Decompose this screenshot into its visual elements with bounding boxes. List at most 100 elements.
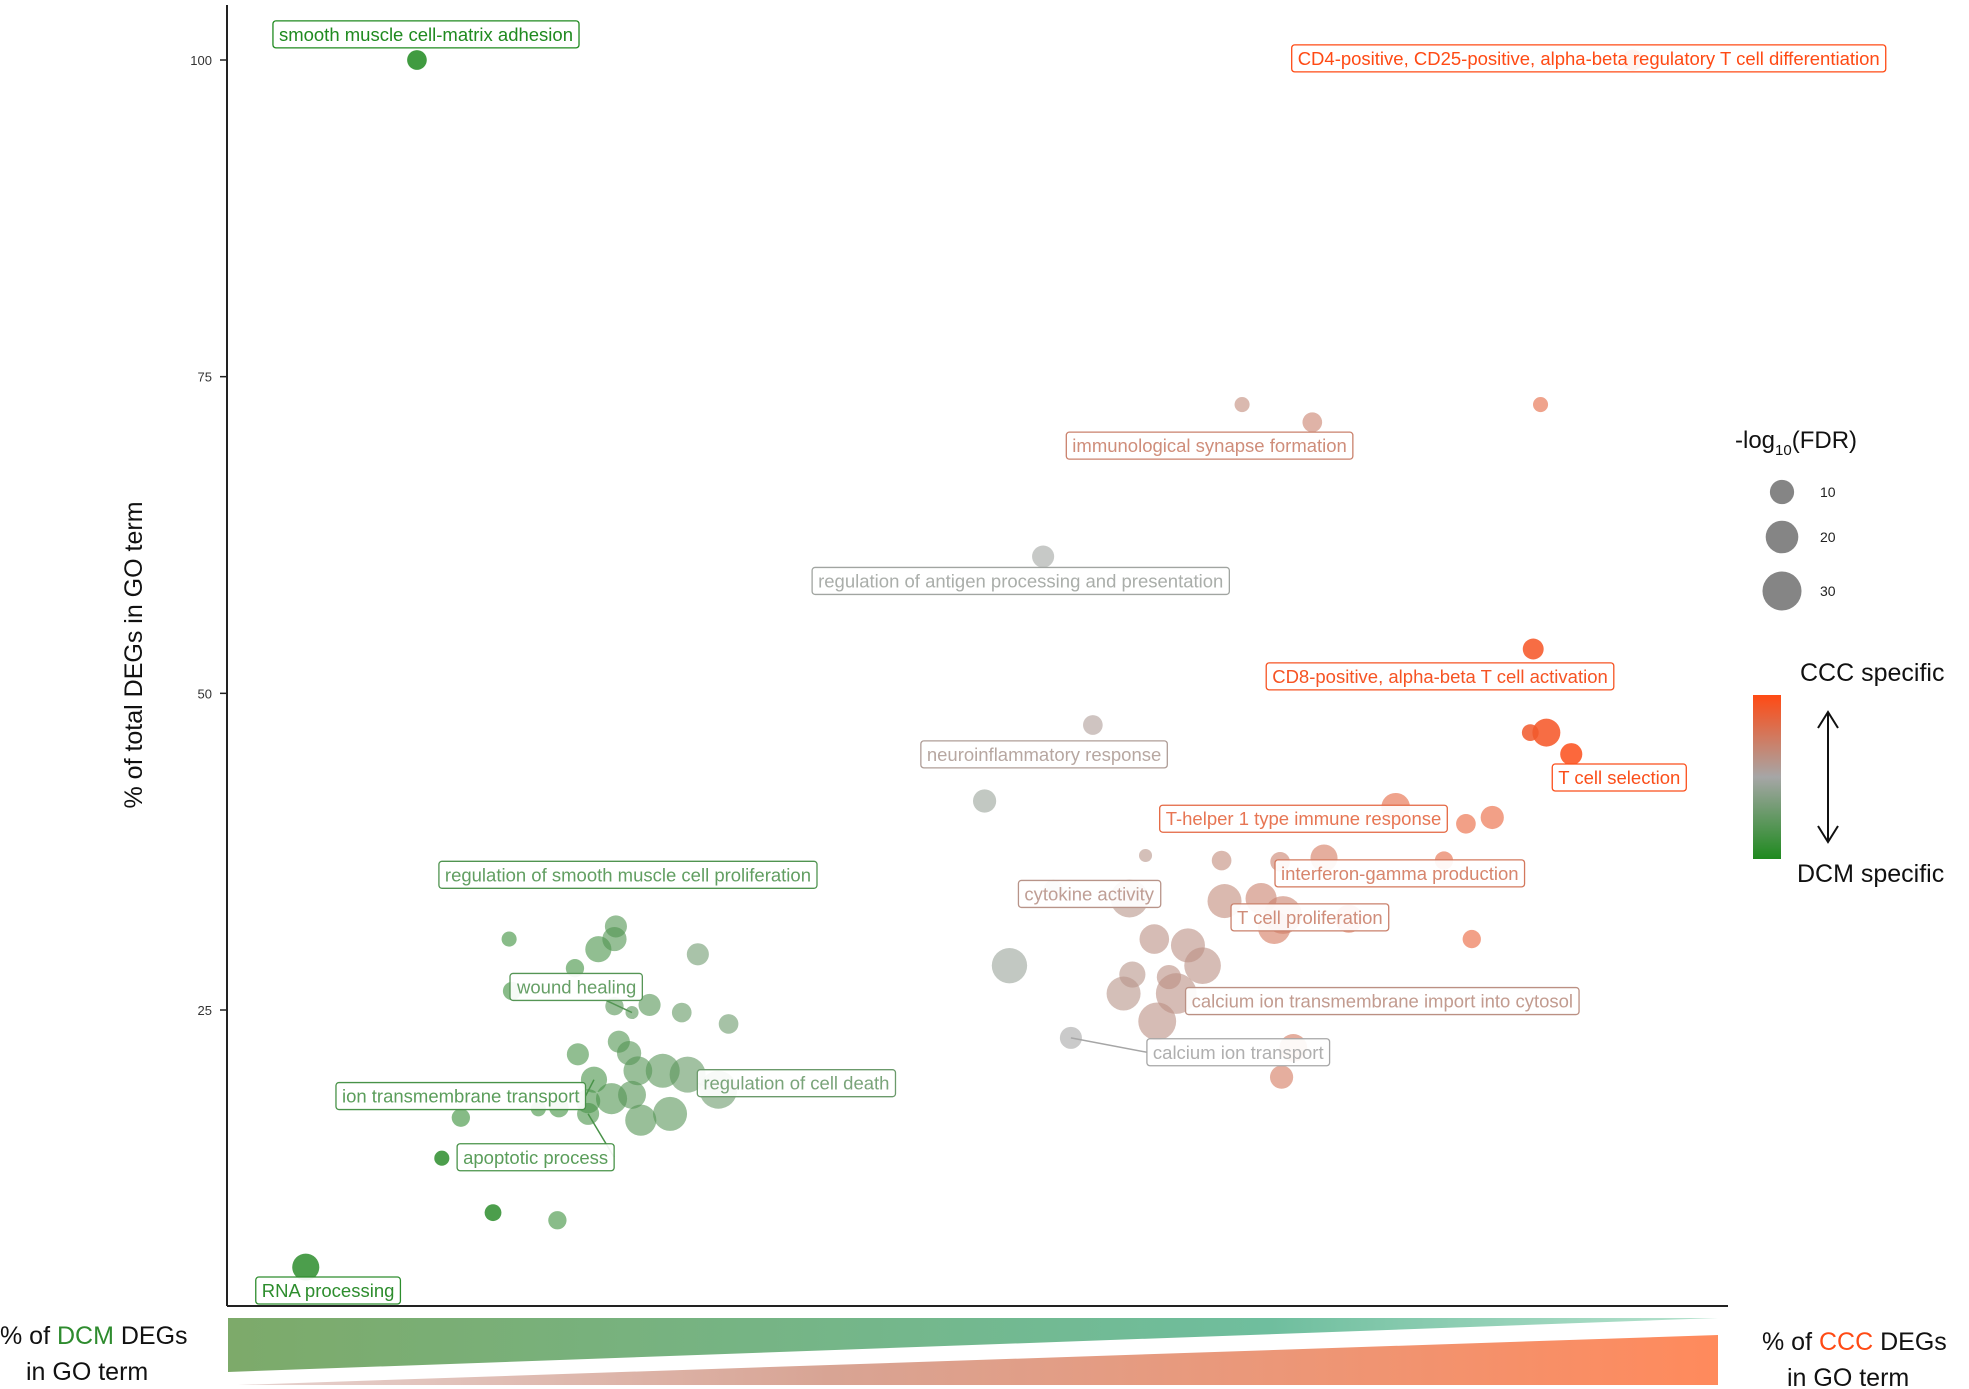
- term-label-text: T cell selection: [1558, 767, 1680, 788]
- data-point: [686, 943, 709, 966]
- data-point: [645, 1053, 680, 1088]
- dcm-axis-label-highlight: DCM: [57, 1322, 114, 1350]
- term-label-box: [1065, 431, 1354, 460]
- data-point: [1138, 848, 1153, 862]
- data-point: [1480, 805, 1504, 830]
- term-label-box: [811, 566, 1230, 596]
- label-leader-line: [605, 999, 633, 1014]
- term-label-text: regulation of antigen processing and pre…: [818, 570, 1223, 591]
- data-point: [1532, 396, 1549, 413]
- data-point: [501, 931, 517, 947]
- y-axis-ticks: 25 50 75 100: [190, 53, 227, 1018]
- data-point: [1059, 1026, 1082, 1049]
- data-point: [407, 50, 427, 70]
- ccc-axis-label-highlight: CCC: [1819, 1328, 1873, 1356]
- data-point: [1138, 1002, 1177, 1041]
- data-point: [1170, 928, 1205, 963]
- term-label: CD4-positive, CD25-positive, alpha-beta …: [1291, 44, 1887, 73]
- term-label: cytokine activity: [1017, 879, 1162, 909]
- color-legend: CCC specific DCM specific: [1753, 659, 1944, 888]
- data-point: [625, 1104, 657, 1136]
- term-label-box: [1551, 763, 1687, 792]
- term-label-box: [272, 20, 580, 49]
- data-point: [1269, 1065, 1294, 1089]
- term-label-text: regulation of smooth muscle cell prolife…: [445, 864, 811, 885]
- size-legend-circle: [1762, 571, 1802, 611]
- term-labels: smooth muscle cell-matrix adhesion CD4-po…: [255, 20, 1887, 1305]
- term-label-text: wound healing: [516, 976, 636, 997]
- data-point: [1083, 715, 1103, 735]
- term-label: calcium ion transmembrane import into cy…: [1184, 986, 1580, 1016]
- term-label-box: [1274, 859, 1526, 888]
- term-label-text: CD4-positive, CD25-positive, alpha-beta …: [1298, 48, 1880, 69]
- data-point: [1521, 724, 1539, 741]
- data-point: [548, 1211, 567, 1230]
- y-tick-label: 25: [198, 1003, 212, 1018]
- data-point: [653, 1096, 688, 1131]
- term-label-text: smooth muscle cell-matrix adhesion: [279, 24, 573, 45]
- term-label-text: RNA processing: [262, 1280, 395, 1301]
- term-label: T-helper 1 type immune response: [1159, 804, 1448, 833]
- color-legend-bar: [1753, 695, 1781, 859]
- data-point: [484, 1204, 502, 1222]
- term-label-box: [255, 1276, 402, 1305]
- term-label-box: [1291, 44, 1887, 73]
- ccc-axis-label-suffix: DEGs: [1873, 1328, 1947, 1356]
- term-label-text: immunological synapse formation: [1072, 435, 1347, 456]
- term-label-text: apoptotic process: [463, 1147, 608, 1168]
- data-point: [1532, 718, 1561, 747]
- data-point: [1139, 924, 1170, 954]
- data-point: [638, 993, 661, 1016]
- term-label-box: [1230, 903, 1390, 932]
- size-legend-circle: [1765, 520, 1799, 554]
- term-label: regulation of antigen processing and pre…: [811, 566, 1230, 596]
- term-label-text: calcium ion transport: [1153, 1042, 1324, 1063]
- label-leader-line: [584, 1079, 595, 1097]
- data-point: [1211, 850, 1232, 871]
- y-tick-label: 100: [190, 53, 212, 68]
- size-legend-title-main: -log: [1735, 427, 1775, 454]
- term-label: calcium ion transport: [1146, 1038, 1331, 1067]
- term-label-text: regulation of cell death: [703, 1073, 889, 1094]
- term-label-box: [1146, 1038, 1331, 1067]
- data-point: [1234, 396, 1250, 413]
- term-label-text: T cell proliferation: [1237, 907, 1383, 928]
- label-leader-line: [1070, 1037, 1148, 1053]
- size-legend-title: -log10(FDR): [1735, 427, 1857, 459]
- data-point: [972, 789, 997, 813]
- term-label: immunological synapse formation: [1065, 431, 1354, 460]
- y-axis-title: % of total DEGs in GO term: [120, 501, 148, 808]
- term-label-box: [509, 972, 643, 1002]
- term-label: RNA processing: [255, 1276, 402, 1305]
- size-legend-value: 30: [1820, 583, 1836, 599]
- term-label: CD8-positive, alpha-beta T cell activati…: [1265, 662, 1615, 691]
- term-label: apoptotic process: [456, 1143, 615, 1172]
- term-label: wound healing: [509, 972, 643, 1002]
- data-point: [1462, 929, 1481, 949]
- size-legend-value: 10: [1820, 484, 1836, 500]
- term-label-box: [1159, 804, 1448, 833]
- data-point: [604, 915, 627, 938]
- term-label-box: [920, 740, 1168, 769]
- dcm-axis-label-line2: in GO term: [26, 1358, 148, 1386]
- dcm-axis-label: % of DCM DEGs: [0, 1322, 188, 1350]
- size-legend-value: 20: [1820, 529, 1836, 545]
- data-point: [292, 1253, 320, 1281]
- term-label-box: [456, 1143, 615, 1172]
- term-label: T cell proliferation: [1230, 903, 1390, 932]
- dcm-gradient-wedge: [228, 1318, 1718, 1372]
- data-point: [1560, 743, 1583, 766]
- data-point: [618, 1080, 646, 1109]
- dcm-axis-label-suffix: DEGs: [114, 1322, 188, 1350]
- term-label-box: [1017, 879, 1162, 909]
- term-label: regulation of smooth muscle cell prolife…: [438, 860, 818, 889]
- term-label-box: [335, 1081, 587, 1111]
- data-point: [1156, 964, 1182, 990]
- ccc-axis-label-line2: in GO term: [1787, 1364, 1909, 1389]
- term-label-text: neuroinflammatory response: [927, 744, 1161, 765]
- size-legend-title-rest: (FDR): [1792, 427, 1857, 454]
- ccc-axis-label-prefix: % of: [1762, 1328, 1819, 1356]
- size-legend-circle: [1769, 479, 1795, 505]
- size-legend: -log10(FDR) 10 20 30: [1735, 427, 1857, 611]
